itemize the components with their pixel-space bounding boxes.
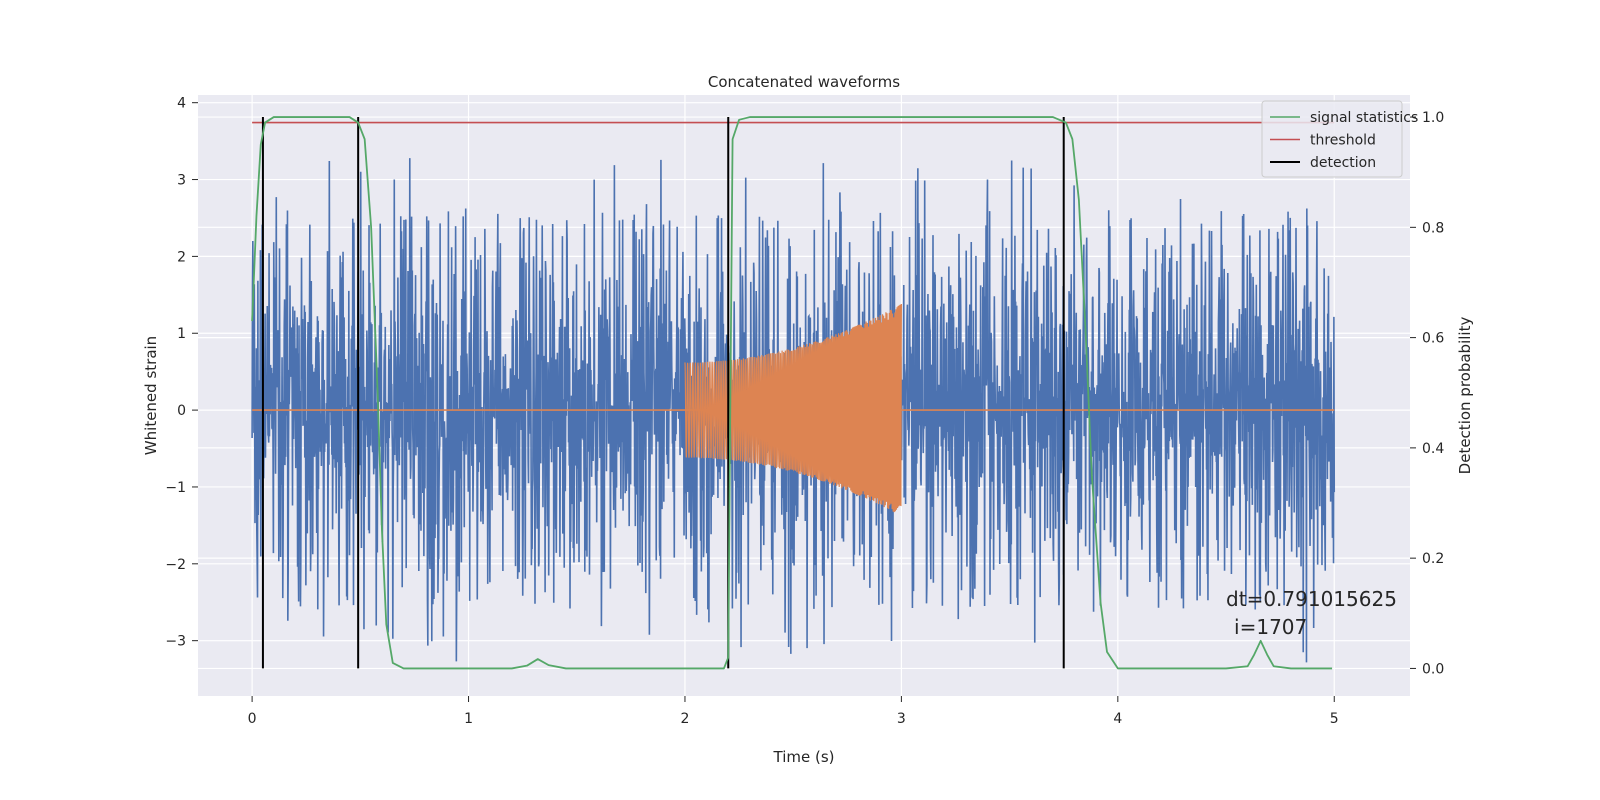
x-tick-label: 5 — [1330, 711, 1339, 727]
x-tick-label: 3 — [897, 711, 906, 727]
x-tick-label: 2 — [681, 711, 690, 727]
x-tick-label: 0 — [248, 711, 257, 727]
y2-tick-label: 0.2 — [1422, 551, 1444, 567]
chart-title: Concatenated waveforms — [708, 73, 900, 91]
y-tick-label: 2 — [177, 249, 186, 265]
legend-label-detection: detection — [1310, 155, 1376, 171]
strain-line — [251, 158, 1336, 663]
y-tick-label: −1 — [165, 480, 186, 496]
axes: 0 1 2 3 4 5 −3 −2 −1 0 1 2 3 4 0.0 0.2 0.4 0.6 0.8 1.0 — [165, 96, 1444, 727]
signal-statistics-line — [251, 116, 1333, 670]
y2-tick-label: 0.0 — [1422, 661, 1444, 677]
y2-tick-label: 1.0 — [1422, 110, 1444, 126]
strain-series — [251, 158, 1336, 663]
annotation-dt: dt=0.791015625 — [1226, 587, 1397, 611]
y-tick-label: −3 — [165, 634, 186, 650]
injection-waveform-series — [252, 304, 1335, 513]
legend-box — [1261, 100, 1403, 178]
y-tick-label: 1 — [177, 326, 186, 342]
x-tick-label: 1 — [464, 711, 473, 727]
y2-axis-label: Detection probability — [1456, 317, 1474, 475]
y-axis-label: Whitened strain — [142, 336, 160, 455]
injection-line — [684, 304, 902, 513]
y2-tick-label: 0.6 — [1422, 331, 1444, 347]
y2-tick-label: 0.4 — [1422, 441, 1444, 457]
y-tick-label: −2 — [165, 557, 186, 573]
legend-label-threshold: threshold — [1310, 133, 1376, 149]
detection-series — [261, 117, 1065, 669]
y-tick-label: 0 — [177, 403, 186, 419]
y-tick-label: 3 — [177, 173, 186, 189]
y2-tick-label: 0.8 — [1422, 220, 1444, 236]
annotation-index: i=1707 — [1234, 615, 1307, 639]
x-tick-label: 4 — [1113, 711, 1122, 727]
legend: signal statistics threshold detection — [1261, 100, 1418, 178]
legend-label-signal-statistics: signal statistics — [1310, 110, 1418, 126]
y-tick-label: 4 — [177, 96, 186, 112]
signal-statistics-series — [251, 116, 1333, 670]
x-axis-label: Time (s) — [773, 748, 835, 766]
